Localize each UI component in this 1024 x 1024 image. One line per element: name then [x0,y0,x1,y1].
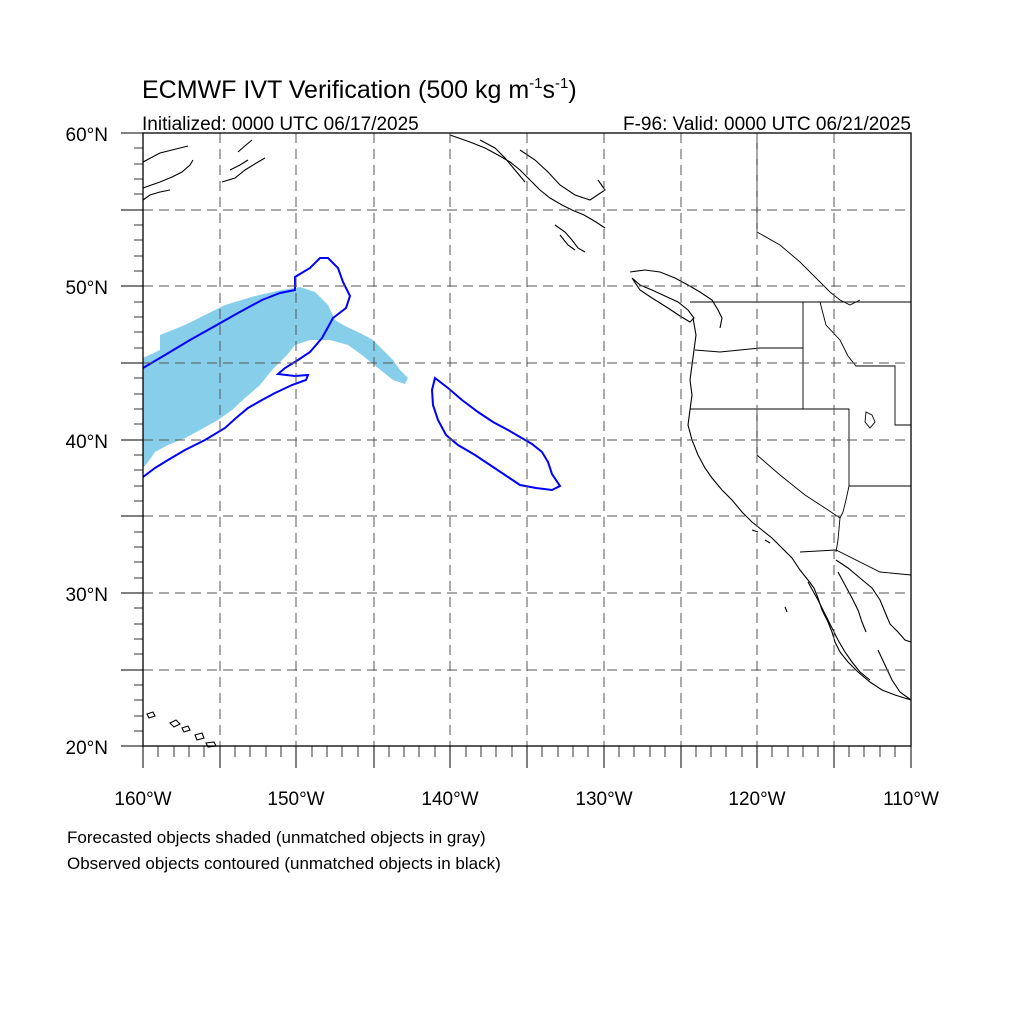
axis-ticks [121,132,912,768]
lat-label-40: 40°N [66,432,108,453]
lon-label-120w: 120°W [728,789,785,810]
lon-label-130w: 130°W [575,789,632,810]
longitude-labels: 160°W 150°W 140°W 130°W 120°W 110°W [114,789,939,810]
gridlines [143,133,911,746]
lon-label-110w: 110°W [883,789,939,810]
lat-label-60: 60°N [66,125,108,146]
legend-observed: Observed objects contoured (unmatched ob… [67,854,501,873]
lat-label-50: 50°N [66,278,108,299]
lon-label-140w: 140°W [421,789,478,810]
lon-label-160w: 160°W [114,789,171,810]
lat-label-20: 20°N [66,738,108,759]
lat-label-30: 30°N [66,585,108,606]
valid-label: F-96: Valid: 0000 UTC 06/21/2025 [623,114,911,135]
figure-title: ECMWF IVT Verification (500 kg m-1s-1) [142,75,577,104]
initialized-label: Initialized: 0000 UTC 06/17/2025 [142,114,419,135]
forecast-ivt-object [143,287,408,468]
latitude-labels: 60°N 50°N 40°N 30°N 20°N [66,125,108,759]
observed-ivt-contour-central [430,376,562,492]
lon-label-150w: 150°W [267,789,324,810]
legend-forecast: Forecasted objects shaded (unmatched obj… [67,828,486,847]
observed-ivt-contour-west [142,257,352,478]
map-panel: 60°N 50°N 40°N 30°N 20°N 160°W 150°W 140… [66,125,939,810]
coastlines [142,134,912,748]
